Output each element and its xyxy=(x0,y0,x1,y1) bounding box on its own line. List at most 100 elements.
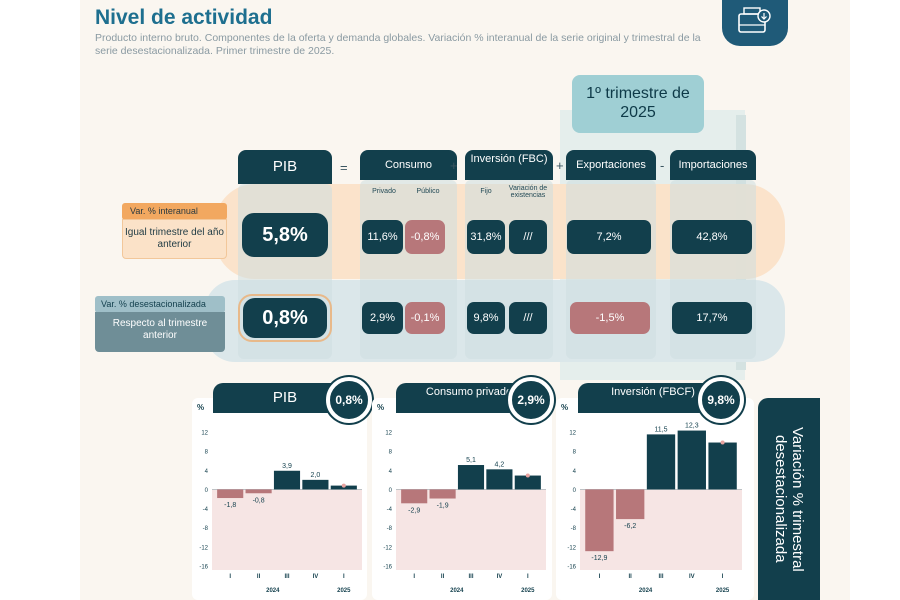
y-tick-label: -8 xyxy=(203,526,209,532)
data-label: -2,9 xyxy=(408,507,420,514)
bar xyxy=(245,489,272,494)
desestacionalizada-description: Respecto al trimestre anterior xyxy=(95,312,225,352)
pib-header: PIB xyxy=(238,150,332,184)
chart-inversion-svg: % 12 8 4 0 -4 -8 -12 -16 -12,9 I -6,2 II 11,5 III 12,3 I… xyxy=(561,403,742,594)
bar xyxy=(457,465,485,490)
x-tick-label: I xyxy=(599,574,601,580)
x-tick-label: I xyxy=(527,574,529,580)
pib-desestacionalizada-frame xyxy=(238,294,332,342)
data-label: -0,8 xyxy=(253,497,265,504)
data-label: 5,1 xyxy=(466,457,476,464)
x-tick-label: IV xyxy=(497,574,503,580)
y-tick-label: 4 xyxy=(205,469,209,475)
chart-consumo-highlight: 2,9% xyxy=(508,377,554,423)
current-quarter-marker xyxy=(341,483,346,488)
year-label: 2024 xyxy=(266,588,280,594)
x-tick-label: II xyxy=(257,574,261,580)
page-subtitle: Producto interno bruto. Componentes de l… xyxy=(95,32,701,57)
data-label: 2,0 xyxy=(311,472,321,479)
y-tick-label: 12 xyxy=(201,431,208,437)
inversion-header: Inversión (FBC) xyxy=(465,150,553,180)
inversion-existencias-label: Variación de existencias xyxy=(508,185,548,199)
equals-operator: = xyxy=(340,160,348,175)
privado-interanual-value: 11,6% xyxy=(362,220,403,254)
fijo-interanual-value: 31,8% xyxy=(467,220,505,254)
pib-interanual-value: 5,8% xyxy=(242,213,328,257)
importaciones-header: Importaciones xyxy=(670,150,756,180)
year-label: 2025 xyxy=(337,588,351,594)
y-tick-label: -4 xyxy=(203,507,209,513)
x-tick-label: I xyxy=(343,574,345,580)
bar xyxy=(616,489,645,520)
y-tick-label: 0 xyxy=(389,488,393,494)
x-tick-label: III xyxy=(658,574,663,580)
bar xyxy=(585,489,614,552)
y-tick-label: -16 xyxy=(567,565,576,571)
y-tick-label: 8 xyxy=(389,450,393,456)
bar xyxy=(302,479,329,490)
data-label: -12,9 xyxy=(591,555,607,562)
inversion-fijo-label: Fijo xyxy=(480,188,492,195)
y-tick-label: -8 xyxy=(387,526,393,532)
bar xyxy=(514,475,541,490)
year-label: 2024 xyxy=(639,588,653,594)
page-title: Nivel de actividad xyxy=(95,6,273,29)
data-label: 3,9 xyxy=(282,463,292,470)
y-tick-label: 8 xyxy=(205,450,209,456)
chart-inversion-highlight: 9,8% xyxy=(698,377,744,423)
side-label-bg xyxy=(758,398,820,600)
interanual-description: Igual trimestre del año anterior xyxy=(122,219,227,259)
data-label: -1,9 xyxy=(437,503,449,510)
existencias-interanual-value: /// xyxy=(509,220,547,254)
y-tick-label: 0 xyxy=(573,488,577,494)
chart-pib-highlight: 0,8% xyxy=(326,377,372,423)
privado-desestacionalizada-value: 2,9% xyxy=(362,302,403,334)
bar xyxy=(217,489,244,499)
plus-operator-2: + xyxy=(556,158,564,173)
y-tick-label: -4 xyxy=(387,507,393,513)
bar xyxy=(646,434,676,490)
x-tick-label: II xyxy=(629,574,633,580)
y-unit-label: % xyxy=(197,403,204,412)
y-unit-label: % xyxy=(561,403,568,412)
side-label: Variación % trimestral desestacionalizad… xyxy=(772,426,806,572)
x-tick-label: IV xyxy=(313,574,319,580)
pib-desestacionalizada-value: 0,8% xyxy=(243,298,327,338)
bar xyxy=(677,430,706,490)
logo-badge xyxy=(722,0,788,46)
bar xyxy=(486,469,513,490)
publico-interanual-value: -0,8% xyxy=(405,220,445,254)
y-tick-label: 0 xyxy=(205,488,209,494)
exportaciones-desestacionalizada-value: -1,5% xyxy=(570,302,650,334)
data-label: 4,2 xyxy=(495,461,505,468)
current-quarter-marker xyxy=(720,440,725,445)
y-tick-label: 12 xyxy=(569,431,576,437)
year-label: 2025 xyxy=(521,588,535,594)
exportaciones-interanual-value: 7,2% xyxy=(567,220,651,254)
bar xyxy=(429,489,456,499)
chart-consumo: % 12 8 4 0 -4 -8 -12 -16 -2,9 I -1,9 II 5,1 III 4,2 IV I 2… xyxy=(372,398,552,600)
plus-operator-1: + xyxy=(450,158,458,173)
y-tick-label: 4 xyxy=(389,469,393,475)
y-tick-label: 4 xyxy=(573,469,577,475)
desestacionalizada-tag: Var. % desestacionalizada xyxy=(95,296,225,313)
bar xyxy=(401,489,428,504)
data-label: -6,2 xyxy=(624,523,636,530)
y-unit-label: % xyxy=(377,403,384,412)
y-tick-label: -8 xyxy=(571,526,577,532)
exportaciones-header: Exportaciones xyxy=(566,150,656,180)
fijo-desestacionalizada-value: 9,8% xyxy=(467,302,505,334)
chart-consumo-svg: % 12 8 4 0 -4 -8 -12 -16 -2,9 I -1,9 II 5,1 III 4,2 IV I 2… xyxy=(377,403,546,594)
x-tick-label: I xyxy=(229,574,231,580)
data-label: 12,3 xyxy=(685,423,699,430)
y-tick-label: -16 xyxy=(199,565,208,571)
x-tick-label: IV xyxy=(689,574,695,580)
importaciones-interanual-value: 42,8% xyxy=(672,220,752,254)
publico-desestacionalizada-value: -0,1% xyxy=(405,302,445,334)
y-tick-label: 8 xyxy=(573,450,577,456)
minus-operator: - xyxy=(660,158,665,173)
negative-zone xyxy=(212,489,362,570)
data-label: -1,8 xyxy=(224,502,236,509)
bar xyxy=(273,470,301,490)
data-label: 11,5 xyxy=(654,426,667,433)
